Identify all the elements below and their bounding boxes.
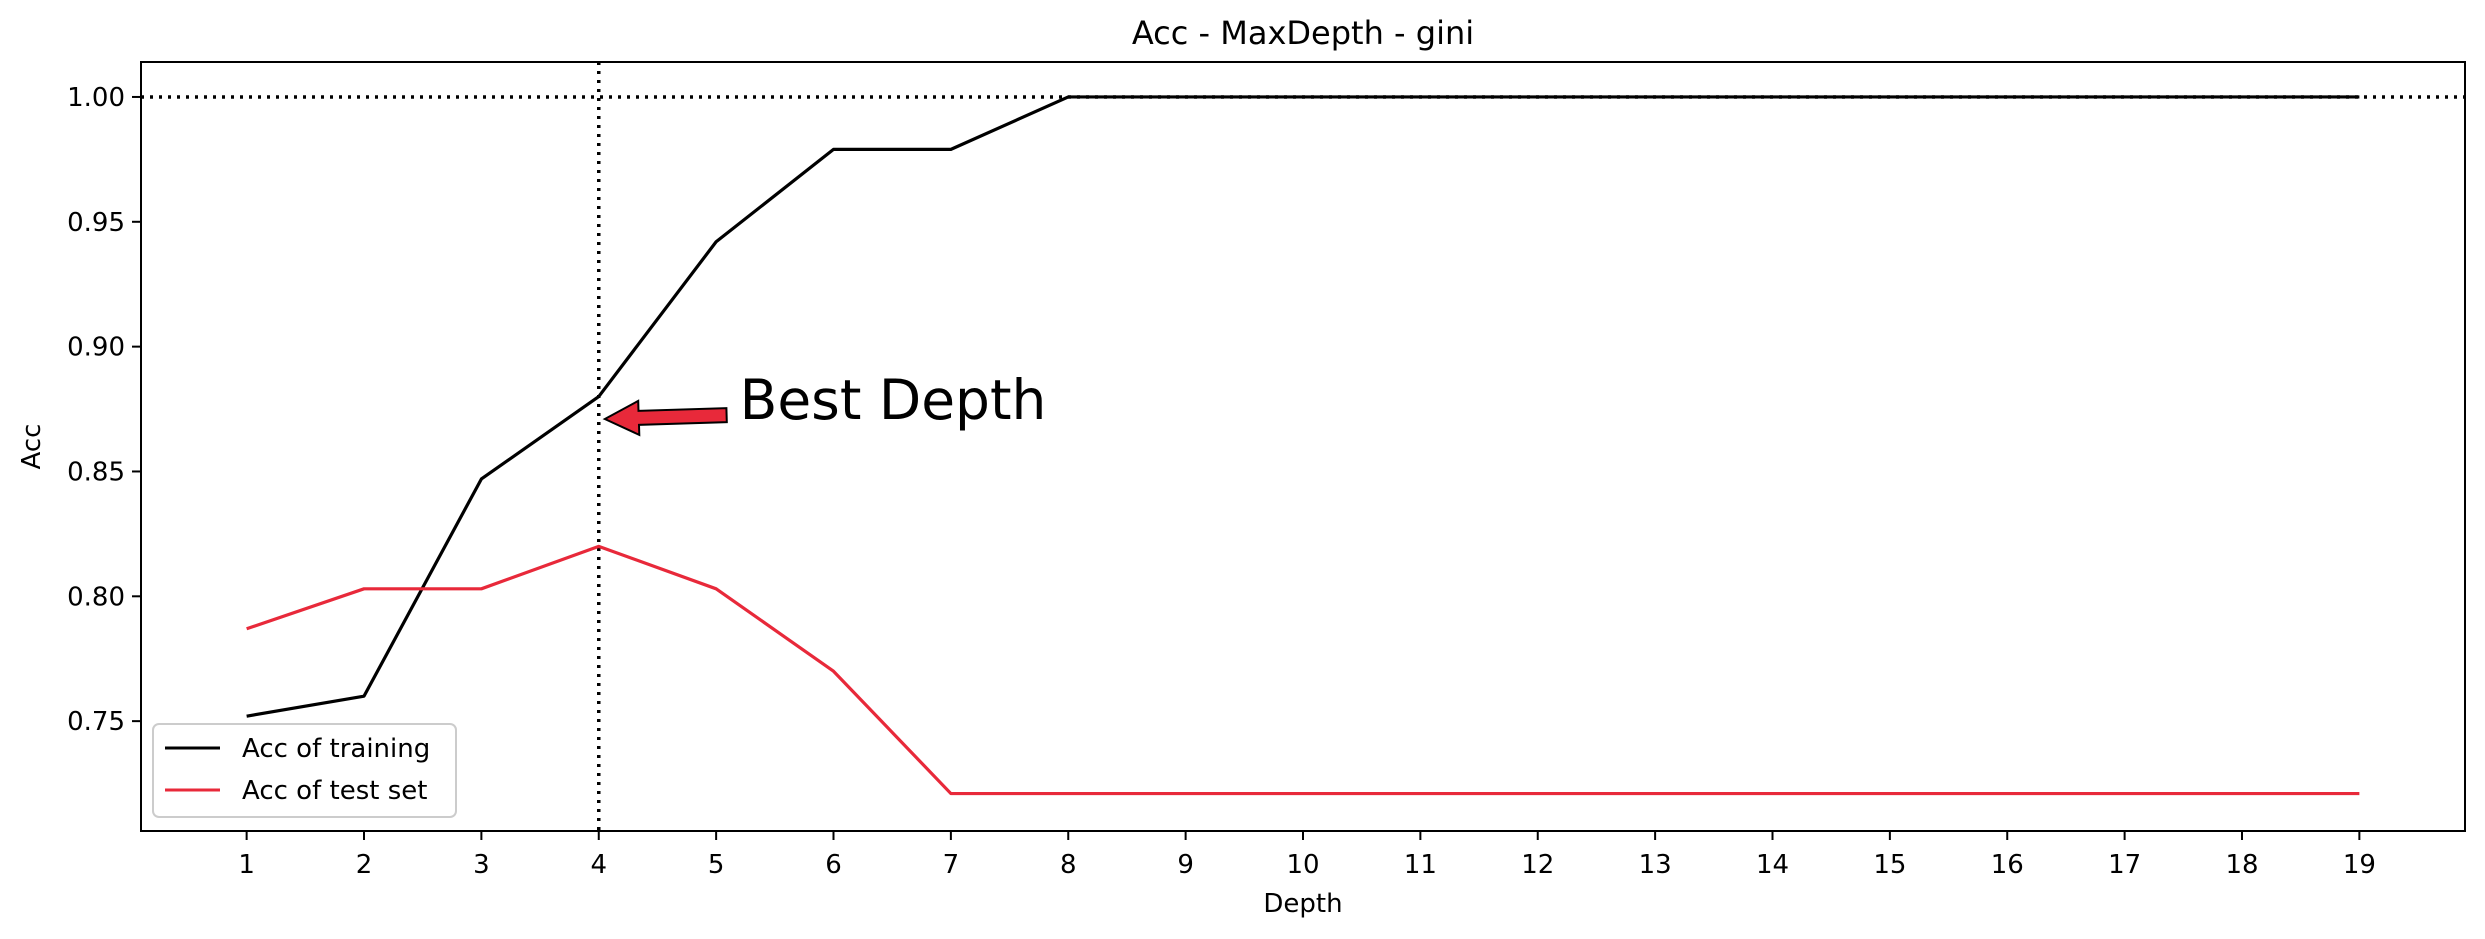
x-axis-label: Depth (1263, 889, 1342, 919)
x-tick-label: 11 (1404, 850, 1437, 880)
reference-lines (141, 62, 2465, 831)
y-axis-label: Acc (17, 424, 47, 470)
legend-entry-test: Acc of test set (242, 776, 427, 806)
legend-entry-training: Acc of training (242, 734, 430, 764)
y-tick-label: 0.90 (67, 333, 125, 363)
legend: Acc of training Acc of test set (152, 723, 457, 818)
series-line-training (246, 95, 2360, 718)
y-tick-label: 0.75 (67, 707, 125, 737)
series-line-test (246, 544, 2360, 796)
series-layer (246, 95, 2360, 796)
x-tick-label: 7 (943, 850, 960, 880)
x-tick-label: 15 (1873, 850, 1906, 880)
x-tick-label: 18 (2225, 850, 2258, 880)
x-tick-label: 8 (1060, 850, 1077, 880)
x-tick-label: 10 (1286, 850, 1319, 880)
x-tick-label: 1 (238, 850, 255, 880)
x-tick-label: 14 (1756, 850, 1789, 880)
x-tick-label: 9 (1177, 850, 1194, 880)
x-axis-ticks: 1 2 3 4 5 6 7 8 9 10 11 12 13 14 15 16 17 18 19 (238, 831, 2376, 880)
y-tick-label: 0.85 (67, 457, 125, 487)
x-tick-label: 16 (1991, 850, 2024, 880)
chart-title: Acc - MaxDepth - gini (1132, 14, 1474, 52)
x-tick-label: 3 (473, 850, 490, 880)
y-tick-label: 1.00 (67, 83, 125, 113)
y-tick-label: 0.95 (67, 208, 125, 238)
legend-box (152, 723, 457, 818)
y-axis-ticks: 0.75 0.80 0.85 0.90 0.95 1.00 (67, 83, 141, 737)
annotation-layer: Best Depth (602, 368, 1047, 437)
annotation-arrow (602, 399, 728, 437)
best-depth-annotation: Best Depth (740, 368, 1047, 432)
x-tick-label: 4 (590, 850, 607, 880)
plot-area-frame (140, 61, 2466, 832)
x-tick-label: 12 (1521, 850, 1554, 880)
y-tick-label: 0.80 (67, 582, 125, 612)
x-tick-label: 17 (2108, 850, 2141, 880)
x-tick-label: 5 (708, 850, 725, 880)
x-tick-label: 13 (1639, 850, 1672, 880)
x-tick-label: 6 (825, 850, 842, 880)
x-tick-label: 19 (2343, 850, 2376, 880)
x-tick-label: 2 (356, 850, 373, 880)
